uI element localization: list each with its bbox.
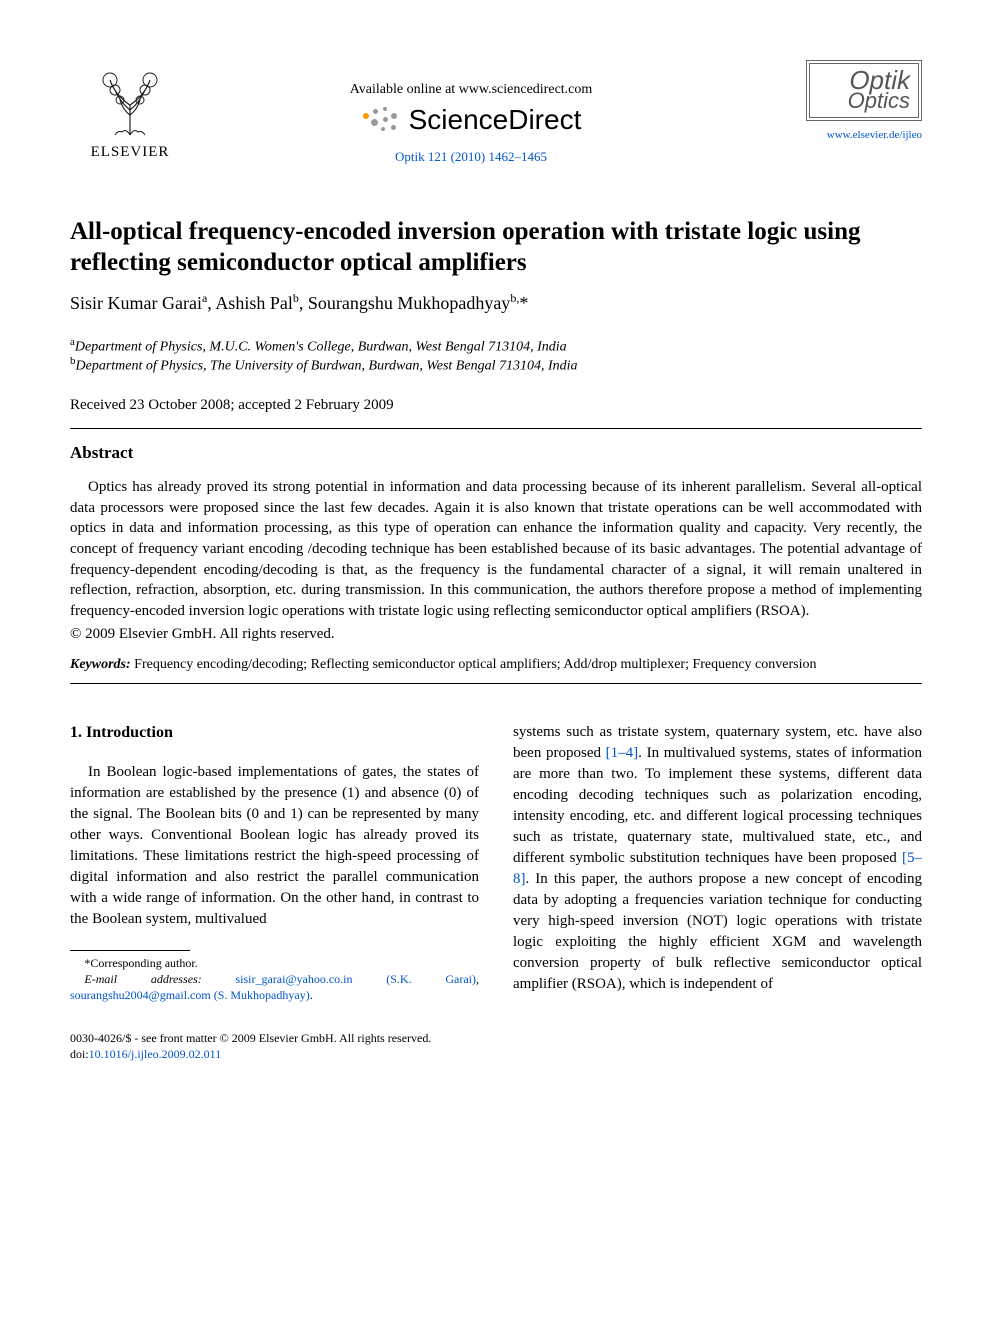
author-1-affil: a [202,291,207,305]
article-dates: Received 23 October 2008; accepted 2 Feb… [70,397,922,414]
email-link-2[interactable]: sourangshu2004@gmail.com (S. Mukhopadhya… [70,988,310,1002]
corresponding-footnote: *Corresponding author. [70,955,479,971]
keywords-text: Frequency encoding/decoding; Reflecting … [134,657,816,672]
email-footnote: E-mail addresses: sisir_garai@yahoo.co.i… [70,971,479,1003]
page-header: ELSEVIER Available online at www.science… [70,60,922,166]
column-left: 1. Introduction In Boolean logic-based i… [70,722,479,1004]
intro-right-part2: . In multivalued systems, states of info… [513,745,922,866]
abstract-body: Optics has already proved its strong pot… [70,477,922,622]
email-link-1[interactable]: sisir_garai@yahoo.co.in (S.K. Garai) [235,972,476,986]
email-end: . [310,988,313,1002]
sciencedirect-dots-icon [361,105,401,135]
email-sep: , [476,972,479,986]
column-right: systems such as tristate system, quatern… [513,722,922,1004]
elsevier-logo-block: ELSEVIER [70,60,190,161]
author-3: Sourangshu Mukhopadhyay [308,293,510,313]
header-center: Available online at www.sciencedirect.co… [190,60,752,166]
intro-right-part3: . In this paper, the authors propose a n… [513,871,922,992]
elsevier-tree-icon [90,60,170,140]
author-1: Sisir Kumar Garai [70,293,202,313]
optics-word: Optics [848,91,910,111]
journal-url-link[interactable]: www.elsevier.de/ijleo [827,129,922,141]
rule-top [70,428,922,429]
rule-bottom [70,683,922,684]
ref-link-1-4[interactable]: [1–4] [606,745,639,761]
intro-para-left: In Boolean logic-based implementations o… [70,762,479,930]
sciencedirect-logo: ScienceDirect [190,104,752,136]
section-1-heading: 1. Introduction [70,722,479,744]
citation-link[interactable]: Optik 121 (2010) 1462–1465 [395,149,547,164]
keywords-line: Keywords: Frequency encoding/decoding; R… [70,657,922,673]
journal-logo-block: Optik Optics www.elsevier.de/ijleo [752,60,922,143]
author-3-affil: b, [510,291,519,305]
authors-line: Sisir Kumar Garaia, Ashish Palb, Sourang… [70,291,922,314]
doi-link[interactable]: 10.1016/j.ijleo.2009.02.011 [89,1047,222,1061]
affiliation-a: aDepartment of Physics, M.U.C. Women's C… [70,336,922,356]
page-footer: 0030-4026/$ - see front matter © 2009 El… [70,1030,922,1062]
footnote-rule [70,950,190,951]
optik-logo: Optik Optics [806,60,922,121]
abstract-heading: Abstract [70,443,922,463]
affiliation-b: bDepartment of Physics, The University o… [70,355,922,375]
article-title: All-optical frequency-encoded inversion … [70,216,922,279]
intro-para-right: systems such as tristate system, quatern… [513,722,922,995]
body-columns: 1. Introduction In Boolean logic-based i… [70,722,922,1004]
doi-line: doi:10.1016/j.ijleo.2009.02.011 [70,1046,922,1062]
sciencedirect-text: ScienceDirect [409,104,582,136]
doi-label: doi: [70,1047,89,1061]
available-online-text: Available online at www.sciencedirect.co… [190,82,752,98]
keywords-label: Keywords: [70,657,131,672]
affiliation-b-text: Department of Physics, The University of… [76,359,578,374]
front-matter-line: 0030-4026/$ - see front matter © 2009 El… [70,1030,922,1046]
author-2: Ashish Pal [215,293,293,313]
email-label: E-mail addresses: [84,972,201,986]
elsevier-label: ELSEVIER [91,144,170,161]
author-2-affil: b [293,291,299,305]
affiliation-a-text: Department of Physics, M.U.C. Women's Co… [75,339,567,354]
abstract-copyright: © 2009 Elsevier GmbH. All rights reserve… [70,626,922,643]
